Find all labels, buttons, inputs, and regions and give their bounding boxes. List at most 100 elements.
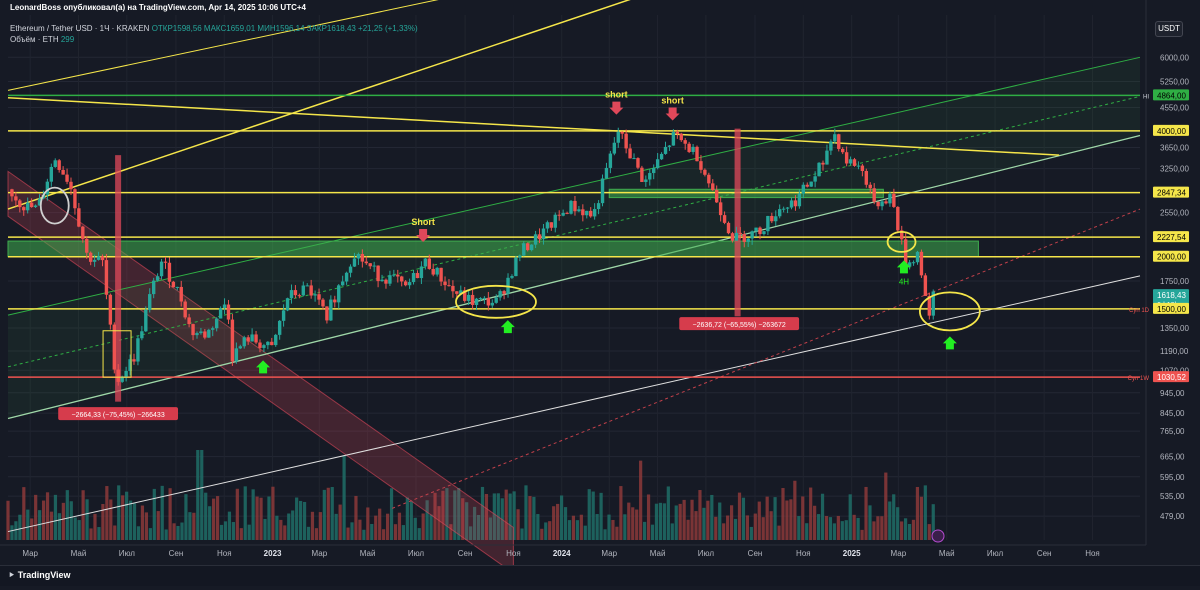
- candle-body: [919, 251, 924, 276]
- candle-body: [57, 160, 61, 170]
- candle-body: [797, 193, 802, 207]
- candle-body: [407, 282, 412, 286]
- volume-bar: [733, 518, 738, 540]
- measure-label-1: −2636,72 (−65,55%) −263672: [693, 322, 786, 329]
- volume-bar: [896, 507, 900, 540]
- volume-bar: [144, 512, 148, 540]
- candle-body: [644, 179, 648, 182]
- volume-bar: [824, 516, 829, 540]
- candle-body: [100, 256, 105, 261]
- symbol-name[interactable]: Ethereum / Tether USD · 1Ч · KRAKEN: [10, 24, 150, 33]
- price-label-3: 2227,54: [1157, 233, 1186, 242]
- candle-body: [793, 200, 798, 207]
- volume-bar: [314, 528, 319, 540]
- volume-bar: [53, 494, 58, 540]
- candle-body: [636, 158, 640, 168]
- volume-bar: [184, 494, 188, 540]
- volume-bar: [389, 488, 394, 540]
- volume-bar: [77, 520, 81, 540]
- time-tick-label: Июл: [698, 549, 715, 558]
- candle-body: [14, 196, 18, 201]
- candle-body: [927, 295, 932, 316]
- green-zone-0: [7, 240, 979, 258]
- candle-body: [742, 233, 746, 242]
- volume-bar: [623, 514, 627, 540]
- red-measure-bar-0: [115, 155, 122, 402]
- volume-bar: [757, 501, 761, 540]
- volume-bar: [524, 485, 528, 540]
- candle-body: [817, 162, 821, 177]
- volume-bar: [342, 455, 346, 540]
- time-tick-label: Ноя: [796, 549, 811, 558]
- green-channel: [8, 57, 1140, 419]
- currency-button[interactable]: USDT: [1155, 21, 1183, 37]
- candle-body: [128, 359, 132, 371]
- volume-bar: [773, 497, 777, 540]
- volume-bar: [160, 485, 164, 540]
- volume-bar: [366, 507, 370, 540]
- candle-body: [825, 150, 829, 165]
- volume-bar: [322, 489, 326, 540]
- candle-body: [33, 205, 38, 208]
- time-tick-label: Мар: [601, 549, 617, 558]
- candle-body: [833, 134, 837, 142]
- volume-bar: [291, 510, 295, 540]
- arrow-down-0: [609, 101, 624, 115]
- volume-bar: [492, 493, 496, 540]
- volume-bar: [279, 519, 283, 540]
- volume-label[interactable]: Объём · ETH: [10, 35, 59, 44]
- volume-bar: [302, 501, 307, 540]
- candle-body: [396, 274, 400, 277]
- candle-body: [120, 376, 124, 382]
- candle-body: [266, 341, 270, 346]
- candle-body: [25, 202, 30, 211]
- volume-bar: [405, 497, 409, 540]
- price-label-6: 1500,00: [1157, 305, 1186, 314]
- candle-body: [61, 169, 65, 175]
- time-tick-label: Июл: [119, 549, 136, 558]
- volume-bar: [188, 512, 192, 540]
- volume-bar: [243, 486, 247, 540]
- time-tick-label: Сен: [169, 549, 184, 558]
- price-label-1: 4000,00: [1157, 127, 1186, 136]
- volume-bar: [836, 515, 840, 540]
- time-tick-label: 2024: [553, 549, 571, 558]
- volume-bar: [334, 513, 338, 540]
- candle-body: [400, 276, 404, 282]
- candle-body: [151, 280, 156, 295]
- candle-body: [785, 207, 790, 209]
- volume-bar: [615, 526, 619, 540]
- candle-body: [907, 262, 912, 267]
- volume-bar: [358, 519, 362, 540]
- candle-body: [848, 159, 853, 164]
- candle-body: [65, 174, 69, 182]
- candle-body: [148, 294, 152, 310]
- volume-bar: [283, 525, 287, 540]
- volume-bar: [136, 526, 141, 540]
- volume-bar: [465, 502, 469, 540]
- candle-body: [888, 193, 892, 204]
- candle-body: [348, 266, 353, 273]
- candle-body: [679, 133, 683, 141]
- volume-bar: [658, 502, 663, 540]
- volume-bar: [797, 516, 801, 540]
- candle-body: [714, 190, 719, 203]
- volume-bar: [227, 511, 232, 540]
- trend-line-1: [7, 97, 1060, 156]
- candle-body: [140, 331, 144, 339]
- volume-bar: [832, 523, 836, 540]
- candle-body: [789, 200, 794, 208]
- price-tick-label: 4550,00: [1160, 104, 1189, 113]
- price-label-2: 2847,34: [1157, 189, 1186, 198]
- candle-body: [183, 301, 187, 318]
- tradingview-logo[interactable]: ⯈ TradingView: [8, 570, 71, 581]
- candle-body: [777, 209, 782, 217]
- volume-bar: [271, 486, 275, 540]
- volume-bar: [603, 529, 607, 540]
- candle-body: [53, 160, 57, 167]
- candle-body: [136, 338, 140, 362]
- candle-body: [852, 159, 857, 166]
- candle-body: [207, 329, 211, 338]
